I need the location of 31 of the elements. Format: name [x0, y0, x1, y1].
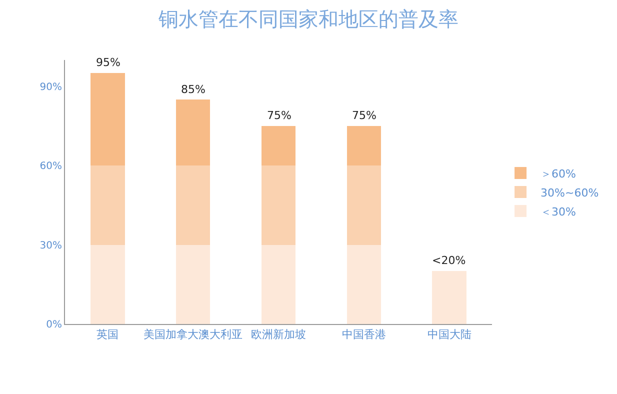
bar: [176, 166, 210, 245]
x-tick-label: 英国: [96, 328, 119, 342]
x-tick-label: 中国香港: [342, 328, 386, 342]
bar: [176, 244, 210, 324]
total-label: 75%: [352, 109, 376, 122]
total-label: 75%: [267, 109, 292, 122]
bar: [261, 166, 296, 245]
y-tick-label: 60%: [40, 161, 62, 172]
total-label: <20%: [432, 254, 466, 267]
x-tick-label: 美国加拿大澳大利亚: [144, 328, 243, 342]
legend-label: 30%~60%: [540, 186, 599, 200]
bar: [432, 271, 466, 324]
total-label: 95%: [96, 56, 120, 69]
bar: [261, 244, 296, 324]
y-tick-label: 30%: [40, 240, 62, 252]
bar: [346, 126, 381, 166]
legend-label: ＜30%: [540, 205, 576, 218]
bar: [90, 244, 125, 324]
x-tick-label: 欧洲新加坡: [251, 328, 306, 342]
y-tick-label: 0%: [46, 320, 62, 330]
bar: [90, 73, 125, 166]
legend-label: ＞60%: [540, 167, 576, 180]
bar: [90, 166, 125, 245]
bar: [261, 126, 296, 166]
chart-title: 铜水管在不同国家和地区的普及率: [158, 6, 458, 31]
bar: [176, 100, 210, 166]
x-tick-label: 中国大陆: [427, 328, 472, 342]
bar: [346, 166, 381, 245]
total-label: 85%: [181, 83, 206, 96]
y-tick-label: 90%: [40, 82, 62, 93]
bar: [346, 244, 381, 324]
